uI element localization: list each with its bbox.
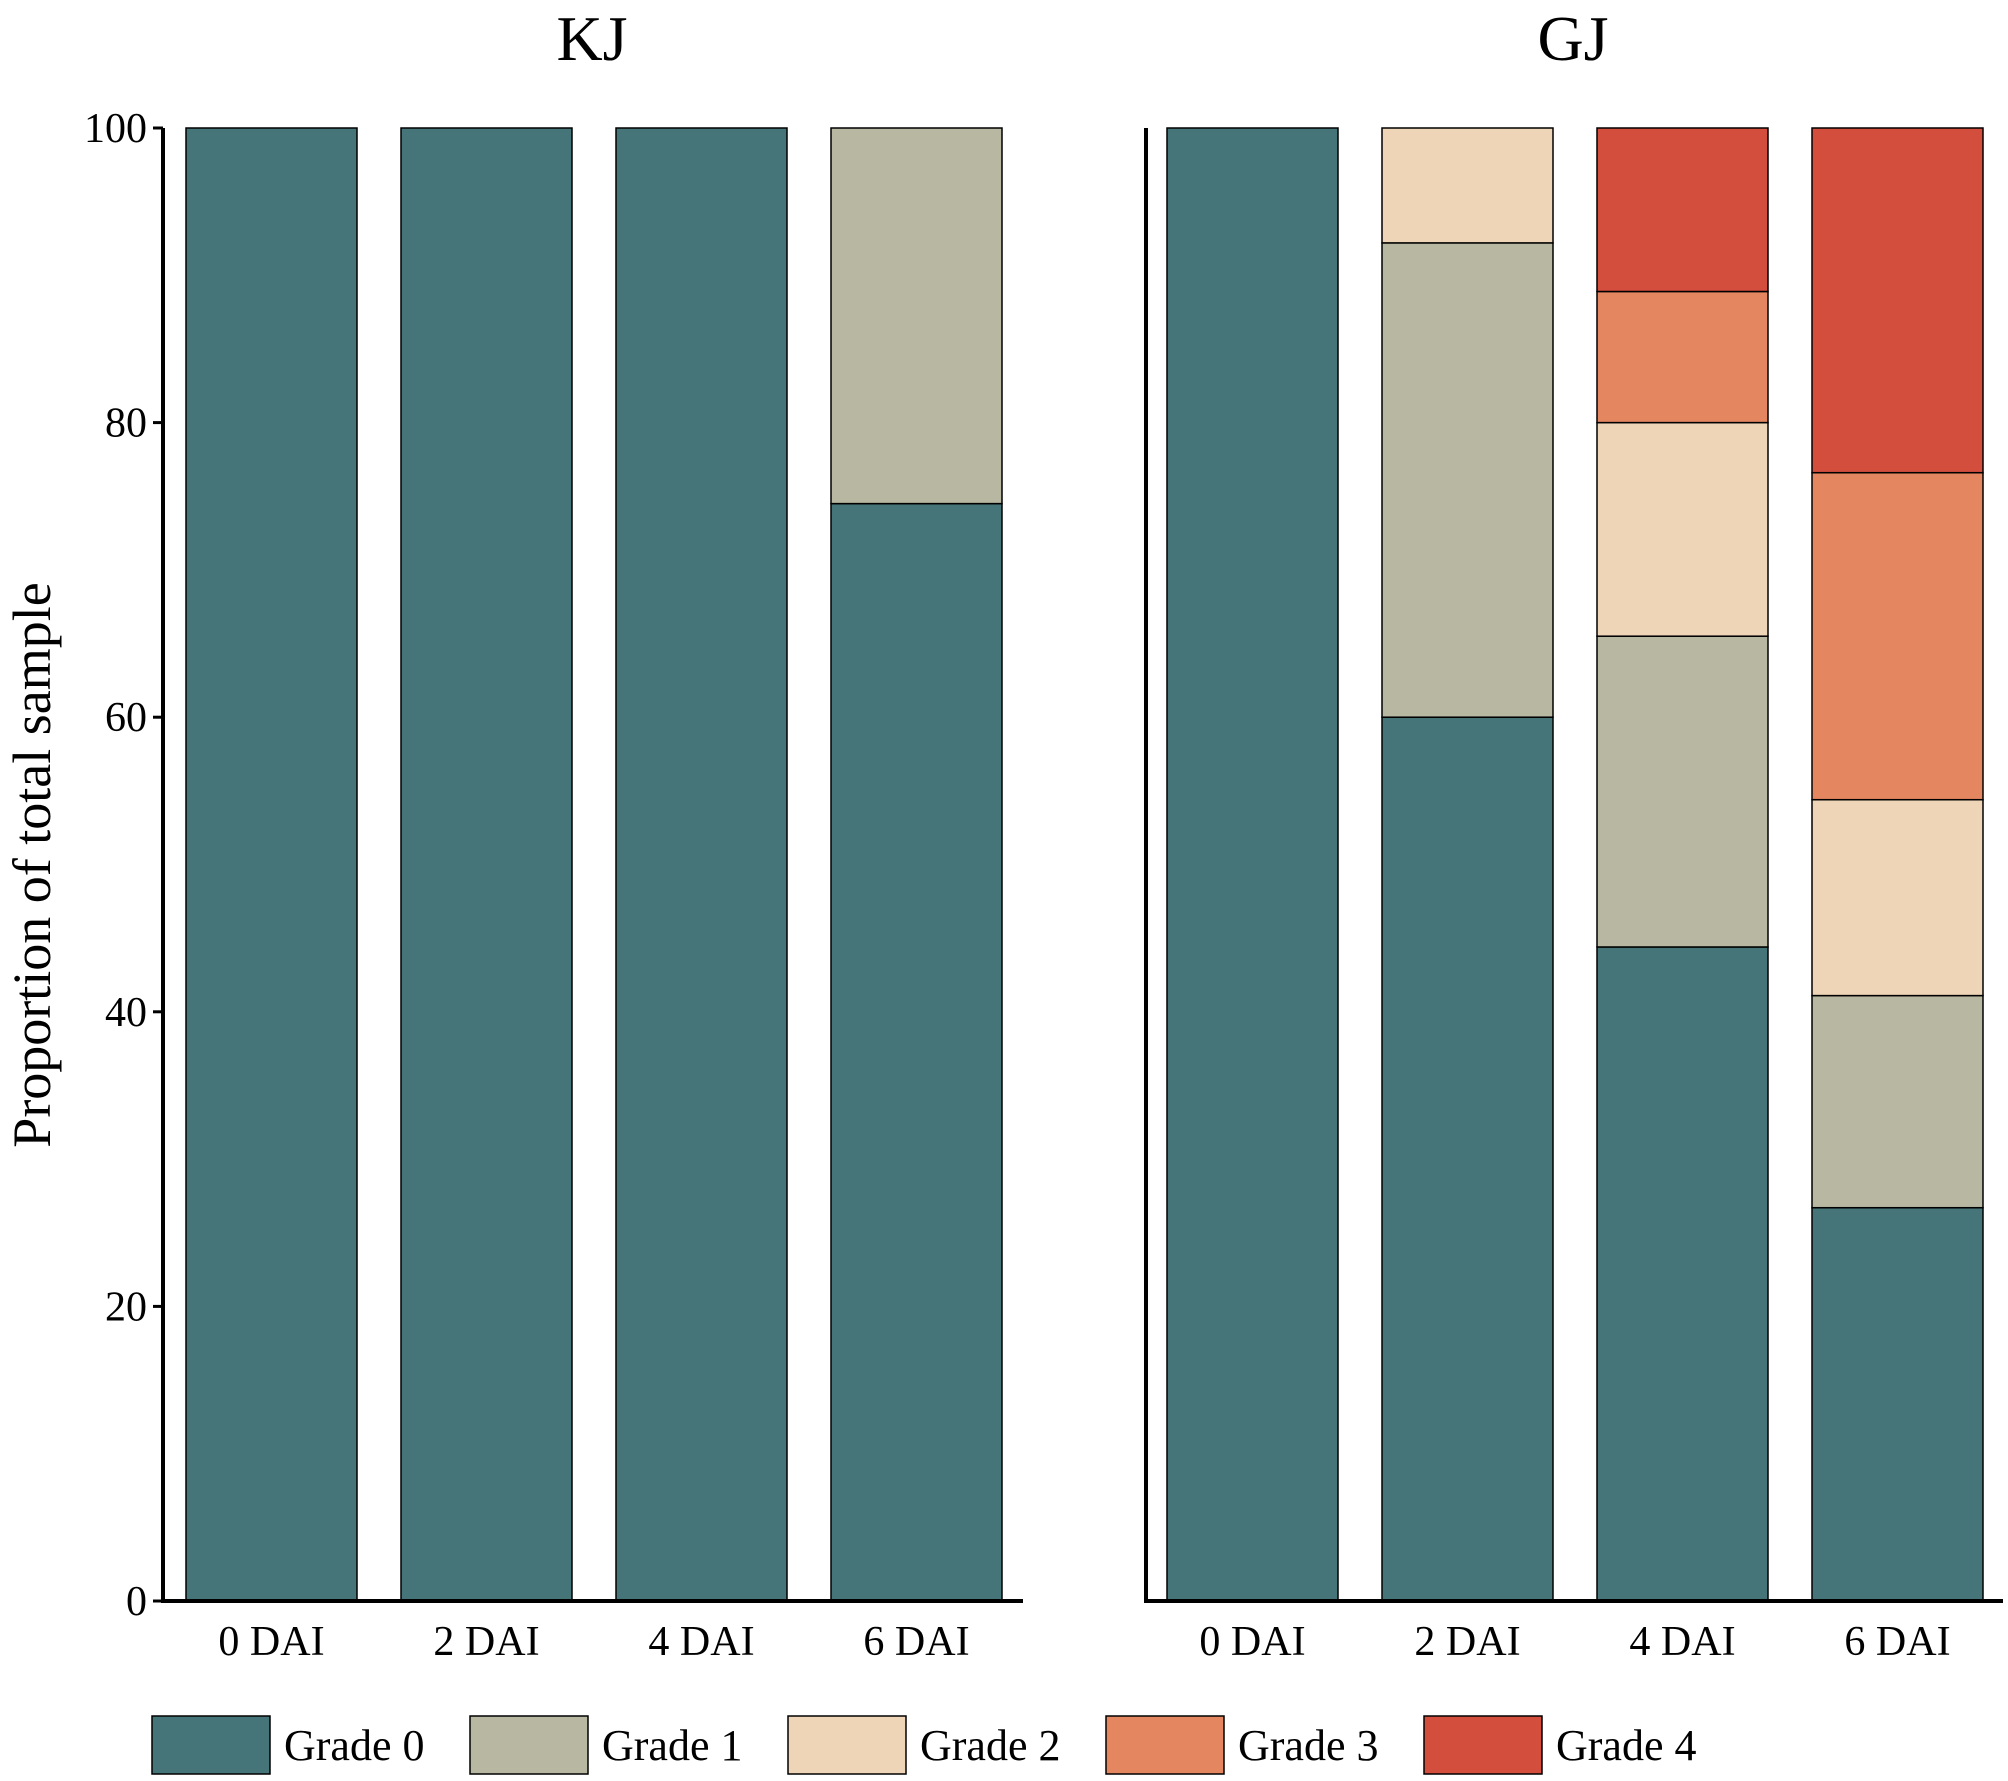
legend-item-grade-0: Grade 0: [151, 1715, 425, 1775]
panel-kj: KJ 0 DAI 2 DAI 4 DAI 6 DAI 0 20 40 60 80 100 Propor…: [2, 3, 1023, 1665]
y-tick-label-60: 60: [105, 695, 147, 741]
legend-swatch-grade-3: [1105, 1715, 1225, 1775]
legend-label-grade-1: Grade 1: [602, 1721, 743, 1770]
bar-segment-gj-4-dai-grade-3: [1596, 290, 1769, 424]
legend-label-grade-4: Grade 4: [1556, 1721, 1697, 1770]
bar-segment-gj-6-dai-grade-3: [1811, 471, 1984, 801]
x-tick-label-kj-6-dai: 6 DAI: [863, 1619, 969, 1665]
y-tick-label-40: 40: [105, 990, 147, 1036]
bar-segment-gj-4-dai-grade-0: [1596, 946, 1769, 1602]
x-tick-label-gj-6-dai: 6 DAI: [1844, 1619, 1950, 1665]
panel-title-kj: KJ: [556, 3, 627, 74]
y-tick-label-80: 80: [105, 401, 147, 447]
legend-swatch-grade-1: [469, 1715, 589, 1775]
legend-item-grade-1: Grade 1: [469, 1715, 743, 1775]
bar-segment-kj-6-dai-grade-0: [830, 502, 1003, 1602]
y-axis-title: Proportion of total sample: [2, 582, 62, 1147]
bar-segment-gj-6-dai-grade-1: [1811, 994, 1984, 1209]
legend: Grade 0 Grade 1 Grade 2 Grade 3 Grade 4: [151, 1715, 1697, 1775]
x-tick-label-gj-2-dai: 2 DAI: [1414, 1619, 1520, 1665]
panels-layer: KJ 0 DAI 2 DAI 4 DAI 6 DAI 0 20 40 60 80 100 Propor…: [2, 3, 2003, 1665]
legend-item-grade-2: Grade 2: [787, 1715, 1061, 1775]
bar-segment-gj-6-dai-grade-0: [1811, 1206, 1984, 1602]
legend-swatch-grade-0: [151, 1715, 271, 1775]
bar-segment-gj-6-dai-grade-4: [1811, 127, 1984, 474]
x-tick-label-gj-0-dai: 0 DAI: [1199, 1619, 1305, 1665]
panel-gj: GJ 0 DAI 2 DAI 4 DAI 6 DAI: [1144, 3, 2003, 1665]
legend-label-grade-0: Grade 0: [284, 1721, 425, 1770]
bar-segment-kj-4-dai-grade-0: [615, 127, 788, 1602]
legend-item-grade-4: Grade 4: [1423, 1715, 1697, 1775]
x-tick-label-kj-4-dai: 4 DAI: [648, 1619, 754, 1665]
x-tick-label-kj-2-dai: 2 DAI: [433, 1619, 539, 1665]
x-tick-label-kj-0-dai: 0 DAI: [218, 1619, 324, 1665]
bar-segment-gj-0-dai-grade-0: [1166, 127, 1339, 1602]
bar-segment-gj-4-dai-grade-4: [1596, 127, 1769, 293]
y-tick-label-0: 0: [126, 1579, 147, 1625]
bar-segment-gj-2-dai-grade-2: [1381, 127, 1554, 244]
bar-segment-kj-2-dai-grade-0: [400, 127, 573, 1602]
x-tick-label-gj-4-dai: 4 DAI: [1629, 1619, 1735, 1665]
bar-segment-gj-2-dai-grade-1: [1381, 242, 1554, 718]
bar-segment-gj-2-dai-grade-0: [1381, 716, 1554, 1602]
legend-swatch-grade-2: [787, 1715, 907, 1775]
bar-segment-gj-4-dai-grade-2: [1596, 421, 1769, 637]
y-tick-label-20: 20: [105, 1284, 147, 1330]
legend-swatch-grade-4: [1423, 1715, 1543, 1775]
bar-segment-kj-6-dai-grade-1: [830, 127, 1003, 505]
bar-segment-kj-0-dai-grade-0: [185, 127, 358, 1602]
legend-label-grade-2: Grade 2: [920, 1721, 1061, 1770]
panel-title-gj: GJ: [1537, 3, 1608, 74]
legend-label-grade-3: Grade 3: [1238, 1721, 1379, 1770]
y-tick-label-100: 100: [84, 106, 147, 152]
legend-item-grade-3: Grade 3: [1105, 1715, 1379, 1775]
bar-segment-gj-6-dai-grade-2: [1811, 798, 1984, 997]
bar-segment-gj-4-dai-grade-1: [1596, 635, 1769, 948]
